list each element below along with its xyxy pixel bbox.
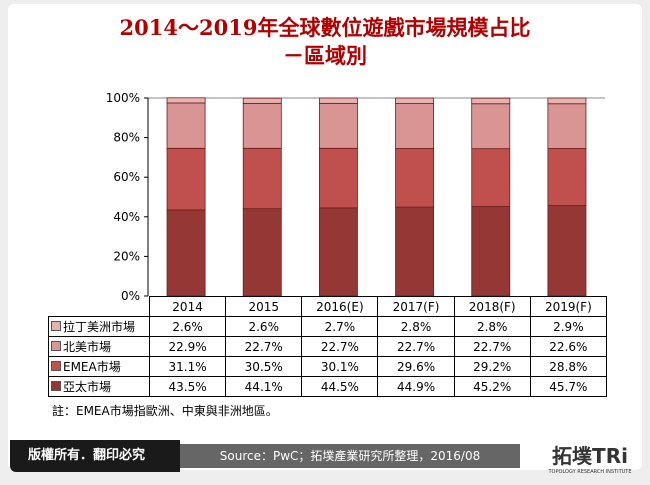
- bar-segment-亞太市場: [318, 207, 358, 297]
- tri-logo: 拓墣TRi TOPOLOGY RESEARCH INSTITUTE: [548, 444, 632, 475]
- category-label: 2017(F): [377, 296, 455, 317]
- bar-segment-拉丁美洲市場: [242, 97, 282, 104]
- series-label: EMEA市場: [48, 356, 150, 377]
- y-tick-label: 60%: [113, 170, 140, 184]
- bar-segment-拉丁美洲市場: [395, 97, 435, 104]
- chart-title: 2014～2019年全球數位遊戲市場規模占比: [119, 15, 531, 40]
- data-cell: 22.6%: [529, 336, 607, 357]
- data-cell: 30.5%: [225, 356, 303, 377]
- bar-segment-EMEA市場: [547, 148, 587, 206]
- data-cell: 2.9%: [529, 316, 607, 337]
- y-tick-label: 100%: [106, 91, 140, 105]
- data-cell: 2.8%: [377, 316, 455, 337]
- data-cell: 28.8%: [529, 356, 607, 377]
- footnote: 註：EMEA市場指歐洲、中東與非洲地區。: [52, 404, 278, 418]
- bar-segment-亞太市場: [166, 209, 206, 297]
- bar-segment-亞太市場: [395, 206, 435, 297]
- bar-segment-拉丁美洲市場: [166, 97, 206, 104]
- footer: 版權所有．翻印必究 Source：PwC；拓墣產業研究所整理，2016/08 拓…: [10, 440, 640, 475]
- data-cell: 2.6%: [148, 316, 227, 337]
- bar-segment-EMEA市場: [242, 147, 282, 210]
- data-cell: 44.1%: [225, 376, 303, 397]
- category-label: 2019(F): [529, 296, 607, 317]
- data-cell: 43.5%: [148, 376, 227, 397]
- data-cell: 22.9%: [148, 336, 227, 357]
- bar-segment-北美市場: [166, 102, 206, 149]
- bar-segment-EMEA市場: [395, 148, 435, 208]
- source-label: Source：PwC；拓墣產業研究所整理，2016/08: [180, 444, 520, 468]
- table-header-row: 2014 2015 2016(E) 2017(F) 2018(F) 2019(F): [49, 296, 607, 317]
- table-row: 北美市場 22.9% 22.7% 22.7% 22.7% 22.7% 22.6%: [48, 336, 607, 357]
- bar-segment-亞太市場: [471, 206, 511, 297]
- bar-segment-亞太市場: [547, 205, 587, 297]
- data-cell: 22.7%: [301, 336, 379, 357]
- bar-segment-EMEA市場: [471, 148, 511, 207]
- data-cell: 29.6%: [377, 356, 455, 377]
- legend-swatch: [51, 341, 61, 351]
- bar-segment-EMEA市場: [166, 147, 206, 211]
- bar-segment-EMEA市場: [318, 147, 358, 209]
- series-label: 亞太市場: [48, 376, 150, 397]
- data-cell: 44.9%: [377, 376, 455, 397]
- legend-swatch: [51, 381, 61, 391]
- y-tick-label: 80%: [113, 131, 140, 145]
- table-row: 拉丁美洲市場 2.6% 2.6% 2.7% 2.8% 2.8% 2.9%: [48, 316, 607, 337]
- data-cell: 45.2%: [453, 376, 531, 397]
- category-label: 2018(F): [453, 296, 531, 317]
- y-tick-label: 0%: [121, 289, 140, 303]
- bar-segment-北美市場: [318, 102, 358, 149]
- category-label: 2014: [148, 296, 227, 317]
- data-cell: 44.5%: [301, 376, 379, 397]
- bar-segment-北美市場: [395, 103, 435, 149]
- y-tick-label: 20%: [113, 249, 140, 263]
- bar-segment-北美市場: [471, 103, 511, 150]
- data-cell: 45.7%: [529, 376, 607, 397]
- legend-swatch: [51, 361, 61, 371]
- bar-segment-亞太市場: [242, 208, 282, 297]
- data-cell: 22.7%: [453, 336, 531, 357]
- series-label: 北美市場: [48, 336, 150, 357]
- data-cell: 29.2%: [453, 356, 531, 377]
- chart-subtitle: －區域別: [283, 43, 367, 68]
- bar-segment-拉丁美洲市場: [471, 97, 511, 105]
- bar-segment-北美市場: [547, 103, 587, 149]
- series-label: 拉丁美洲市場: [48, 316, 150, 337]
- table-row: EMEA市場 31.1% 30.5% 30.1% 29.6% 29.2% 28.8%: [48, 356, 607, 377]
- bar-segment-拉丁美洲市場: [547, 97, 587, 105]
- data-cell: 31.1%: [148, 356, 227, 377]
- copyright-label: 版權所有．翻印必究: [10, 440, 180, 472]
- data-cell: 2.7%: [301, 316, 379, 337]
- bar-segment-拉丁美洲市場: [318, 97, 358, 104]
- data-cell: 22.7%: [377, 336, 455, 357]
- data-table: 2014 2015 2016(E) 2017(F) 2018(F) 2019(F) 拉丁美洲…: [48, 296, 607, 397]
- data-cell: 30.1%: [301, 356, 379, 377]
- data-cell: 2.6%: [225, 316, 303, 337]
- data-cell: 2.8%: [453, 316, 531, 337]
- category-label: 2015: [225, 296, 303, 317]
- table-row: 亞太市場 43.5% 44.1% 44.5% 44.9% 45.2% 45.7%: [48, 376, 607, 397]
- y-tick-label: 40%: [113, 210, 140, 224]
- bar-segment-北美市場: [242, 102, 282, 149]
- data-cell: 22.7%: [225, 336, 303, 357]
- category-label: 2016(E): [301, 296, 379, 317]
- legend-swatch: [51, 321, 61, 331]
